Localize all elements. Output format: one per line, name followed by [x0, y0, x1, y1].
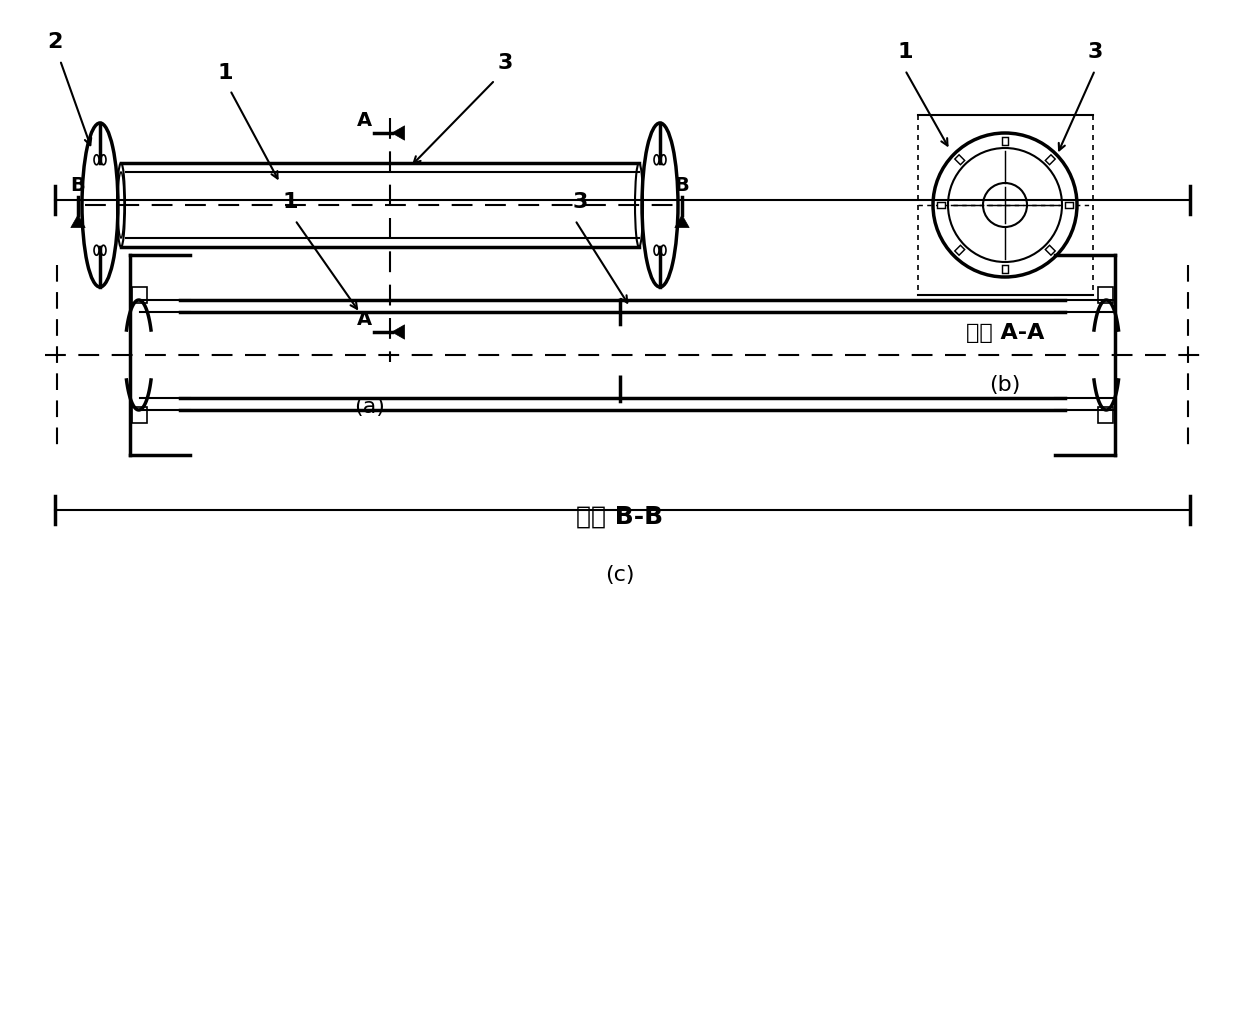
- Polygon shape: [675, 215, 689, 227]
- Text: 剪面 A-A: 剪面 A-A: [966, 323, 1044, 343]
- Text: 2: 2: [47, 32, 63, 52]
- Bar: [937, 202, 945, 208]
- Text: 1: 1: [217, 63, 233, 83]
- Polygon shape: [392, 325, 404, 339]
- Text: 3: 3: [497, 53, 512, 73]
- Text: A: A: [357, 310, 372, 329]
- Bar: [955, 246, 965, 255]
- Bar: [1002, 137, 1008, 145]
- Bar: [131, 407, 148, 423]
- Text: B: B: [675, 176, 689, 195]
- Text: (a): (a): [355, 397, 386, 417]
- Text: 剪面 B-B: 剪面 B-B: [577, 505, 663, 529]
- Text: 3: 3: [1087, 42, 1102, 62]
- Text: 1: 1: [283, 192, 298, 212]
- Bar: [955, 155, 965, 164]
- Text: A: A: [357, 111, 372, 130]
- Text: B: B: [71, 176, 86, 195]
- Bar: [1002, 265, 1008, 273]
- Bar: [1065, 202, 1073, 208]
- Bar: [1097, 287, 1114, 303]
- Polygon shape: [392, 126, 404, 140]
- Text: 3: 3: [573, 192, 588, 212]
- Polygon shape: [71, 215, 86, 227]
- Text: (b): (b): [990, 375, 1021, 395]
- Bar: [131, 287, 148, 303]
- Bar: [1097, 407, 1114, 423]
- Bar: [1045, 246, 1055, 255]
- Text: (c): (c): [605, 565, 635, 585]
- Text: 1: 1: [898, 42, 913, 62]
- Bar: [1045, 155, 1055, 164]
